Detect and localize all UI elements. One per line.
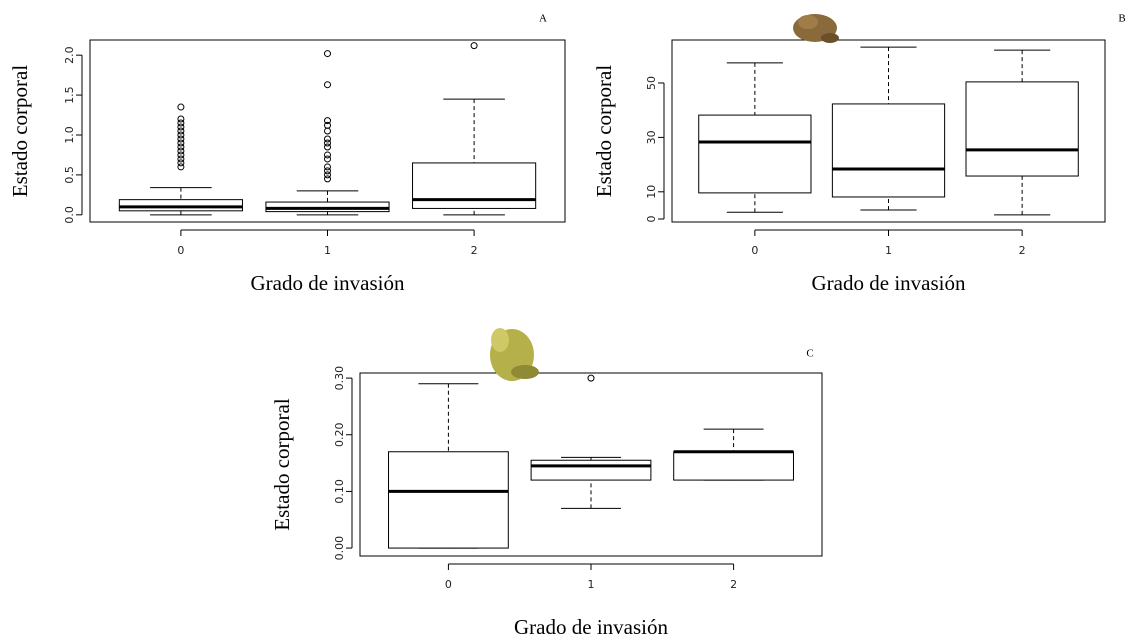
x-tick-label: 1 bbox=[885, 244, 892, 257]
plot-frame bbox=[359, 372, 823, 557]
x-tick-label: 0 bbox=[177, 244, 184, 257]
box bbox=[965, 81, 1079, 177]
outlier bbox=[324, 175, 331, 183]
outlier bbox=[177, 131, 185, 139]
frog-icon bbox=[793, 14, 839, 43]
outlier bbox=[324, 135, 331, 143]
outlier bbox=[177, 139, 185, 147]
box bbox=[673, 451, 794, 481]
y-tick-label: 1.0 bbox=[63, 126, 76, 144]
outlier bbox=[177, 127, 185, 135]
outlier bbox=[177, 143, 185, 151]
box bbox=[698, 114, 812, 194]
box bbox=[530, 459, 652, 481]
y-tick-label: 0.5 bbox=[63, 166, 76, 184]
x-tick-label: 2 bbox=[730, 578, 737, 591]
outlier bbox=[177, 147, 185, 155]
outlier bbox=[177, 159, 185, 167]
outlier bbox=[324, 163, 331, 171]
x-tick-label: 2 bbox=[1019, 244, 1026, 257]
outlier bbox=[177, 151, 185, 159]
y-tick-label: 30 bbox=[645, 130, 658, 144]
outlier bbox=[324, 139, 331, 147]
y-tick-label: 50 bbox=[645, 76, 658, 90]
panel: 0 10 30 50 0 1 2 B Grado de invasión Estado corpo… bbox=[592, 13, 1126, 295]
outlier bbox=[324, 127, 331, 135]
x-tick-label: 0 bbox=[445, 578, 452, 591]
y-axis-title: Estado corporal bbox=[270, 398, 294, 531]
outlier bbox=[177, 123, 185, 131]
outlier bbox=[177, 119, 185, 127]
box bbox=[265, 201, 390, 213]
x-axis-title: Grado de invasión bbox=[514, 615, 668, 639]
outlier bbox=[324, 50, 331, 58]
y-tick-label: 0.10 bbox=[333, 479, 346, 504]
panel-letter: B bbox=[1118, 13, 1125, 25]
box bbox=[388, 451, 509, 549]
outlier bbox=[177, 115, 185, 123]
y-tick-label: 0.30 bbox=[333, 366, 346, 391]
outlier bbox=[177, 135, 185, 143]
panel: 0.00 0.10 0.20 0.30 0 1 2 C Grado de invasión Est… bbox=[270, 348, 823, 639]
y-axis-title: Estado corporal bbox=[592, 65, 616, 198]
y-tick-label: 0 bbox=[645, 216, 658, 223]
x-tick-label: 1 bbox=[588, 578, 595, 591]
box bbox=[831, 103, 946, 198]
y-tick-label: 0.00 bbox=[333, 536, 346, 561]
y-tick-label: 0.0 bbox=[63, 206, 76, 224]
box bbox=[118, 199, 243, 212]
outlier bbox=[324, 155, 331, 163]
y-tick-label: 0.20 bbox=[333, 423, 346, 448]
outlier bbox=[324, 117, 331, 125]
box bbox=[412, 162, 537, 209]
x-axis-title: Grado de invasión bbox=[251, 271, 405, 295]
y-tick-label: 1.5 bbox=[63, 86, 76, 104]
x-tick-label: 0 bbox=[751, 244, 758, 257]
x-tick-label: 2 bbox=[471, 244, 478, 257]
x-axis-title: Grado de invasión bbox=[812, 271, 966, 295]
outlier bbox=[324, 81, 331, 89]
plot-frame bbox=[671, 39, 1106, 223]
y-tick-label: 2.0 bbox=[63, 46, 76, 64]
frog-icon bbox=[490, 328, 539, 381]
outlier bbox=[470, 42, 478, 50]
outlier bbox=[324, 143, 331, 151]
y-tick-label: 10 bbox=[645, 185, 658, 199]
plot-frame bbox=[89, 39, 566, 223]
outlier bbox=[177, 163, 185, 171]
outlier bbox=[177, 103, 185, 111]
outlier bbox=[324, 171, 331, 179]
outlier bbox=[177, 155, 185, 163]
panel-letter: C bbox=[806, 348, 813, 360]
panel-letter: A bbox=[539, 13, 547, 25]
panel: 0.0 0.5 1.0 1.5 2.0 0 1 2 A Grado de invasión Esta… bbox=[8, 13, 566, 295]
outlier bbox=[324, 151, 331, 159]
outlier bbox=[587, 374, 595, 382]
outlier bbox=[324, 167, 331, 175]
x-tick-label: 1 bbox=[324, 244, 331, 257]
y-axis-title: Estado corporal bbox=[8, 65, 32, 198]
